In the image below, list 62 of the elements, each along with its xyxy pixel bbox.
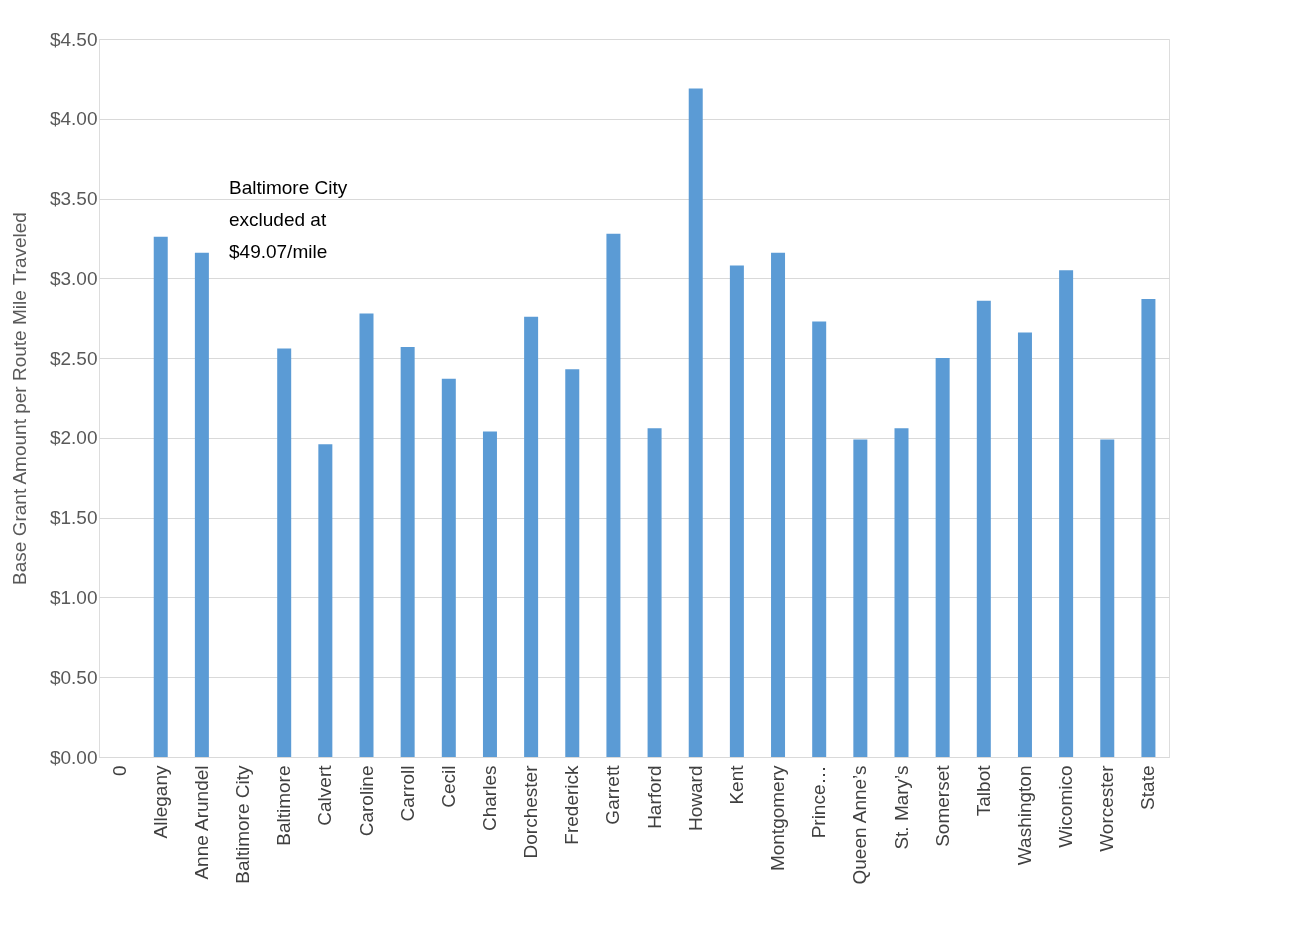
x-tick-label: Talbot [972,764,994,817]
y-tick-label: $0.50 [49,666,98,688]
x-tick-label: Worcester [1096,764,1118,852]
bar [482,431,497,757]
bar [153,236,168,757]
y-tick-label: $3.50 [49,188,98,210]
bar [565,369,580,757]
x-tick-label: Wicomico [1055,765,1077,848]
bar [935,358,950,757]
bar [277,348,292,757]
x-tick-label: Prince… [808,765,830,839]
x-tick-label: Charles [478,765,500,831]
x-tick-label: Washington [1013,765,1035,866]
x-tick-label: Queen Anne’s [849,765,871,885]
bar [976,300,991,757]
bar [1017,332,1032,757]
x-tick-label: Calvert [314,764,336,826]
x-tick-label: Montgomery [767,765,789,872]
bar [647,428,662,757]
x-tick-label: Cecil [437,765,459,808]
bar [1100,439,1115,757]
bar [894,428,909,757]
y-tick-label: $2.00 [49,427,98,449]
annotation: Baltimore City excluded at $49.07/mile [229,177,348,262]
bar [441,378,456,757]
bar [400,346,415,757]
x-tick-label: Somerset [931,764,953,847]
x-tick-label: State [1137,765,1159,810]
x-tick-label: St. Mary’s [890,765,912,850]
bar [1059,270,1074,757]
y-tick-label: $1.50 [49,507,98,529]
y-tick-label: $1.00 [49,586,98,608]
x-tick-label: Allegany [149,765,171,839]
x-tick-label: Garrett [602,764,624,825]
x-tick-label: Baltimore [273,765,295,846]
bar [606,233,621,757]
y-tick-label: $4.50 [49,28,98,50]
x-tick-label: 0 [108,765,130,777]
bar [318,444,333,757]
bar [812,321,827,757]
bar [729,265,744,757]
y-tick-label: $0.00 [49,746,98,768]
y-axis-title: Base Grant Amount per Route Mile Traveled [8,212,30,585]
bar [1141,299,1156,757]
bar [853,439,868,757]
bar [688,88,703,757]
bar [771,252,786,757]
x-tick-label: Dorchester [520,764,542,859]
x-tick-label: Harford [643,765,665,829]
x-tick-label: Kent [725,764,747,805]
y-tick-label: $2.50 [49,347,98,369]
bar [194,252,209,757]
x-tick-label: Frederick [561,765,583,845]
x-tick-label: Carroll [396,765,418,822]
x-tick-label: Howard [684,765,706,831]
x-tick-label: Caroline [355,765,377,837]
bar [359,313,374,757]
bar [524,316,539,757]
y-tick-label: $4.00 [49,108,98,130]
x-tick-label: Baltimore City [232,765,254,884]
y-tick-label: $3.00 [49,267,98,289]
x-tick-label: Anne Arundel [190,765,212,880]
